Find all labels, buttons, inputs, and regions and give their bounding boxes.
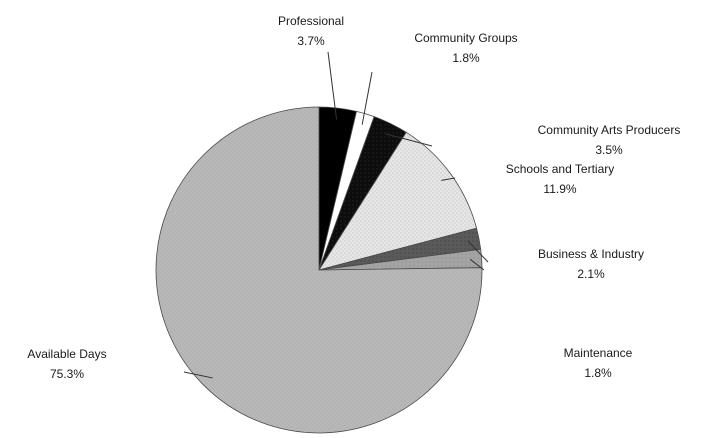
slice-label-name: Maintenance xyxy=(564,346,633,360)
slice-value-label: 3.5% xyxy=(595,143,623,157)
leader-line xyxy=(469,258,485,271)
slice-value-label: 3.7% xyxy=(297,34,325,48)
slice-label-name: Professional xyxy=(278,14,344,28)
leader-line xyxy=(361,71,373,125)
slice-label-name: Business & Industry xyxy=(538,247,644,261)
slice-label-name: Community Arts Producers xyxy=(538,123,681,137)
slice-label-name: Schools and Tertiary xyxy=(506,162,615,176)
leader-line xyxy=(327,51,338,120)
leader-line xyxy=(385,133,433,147)
slice-value-label: 1.8% xyxy=(584,366,612,380)
slice-label-community-groups: Community Groups 1.8% xyxy=(414,31,517,65)
pie-slices xyxy=(155,106,483,434)
slice-value-label: 2.1% xyxy=(577,267,605,281)
slice-label-name: Community Groups xyxy=(414,31,517,45)
slice-label-maintenance: Maintenance 1.8% xyxy=(564,346,633,380)
leader-line xyxy=(183,371,213,379)
slice-label-business-industry: Business & Industry 2.1% xyxy=(538,247,644,281)
slice-value-label: 1.8% xyxy=(452,51,480,65)
leader-line xyxy=(441,177,456,181)
slice-label-community-arts-producers: Community Arts Producers 3.5% xyxy=(538,123,681,157)
leader-lines xyxy=(183,51,489,379)
slice-label-professional: Professional 3.7% xyxy=(278,14,344,48)
pie-slice-available-days xyxy=(155,106,483,434)
slice-label-available-days: Available Days 75.3% xyxy=(27,347,106,381)
pie-slice-schools-and-tertiary xyxy=(318,131,478,271)
slice-label-name: Available Days xyxy=(27,347,106,361)
leader-line xyxy=(467,240,489,263)
slice-label-schools-and-tertiary: Schools and Tertiary 11.9% xyxy=(506,162,615,196)
slice-value-label: 11.9% xyxy=(543,182,576,196)
slice-value-label: 75.3% xyxy=(50,367,84,381)
